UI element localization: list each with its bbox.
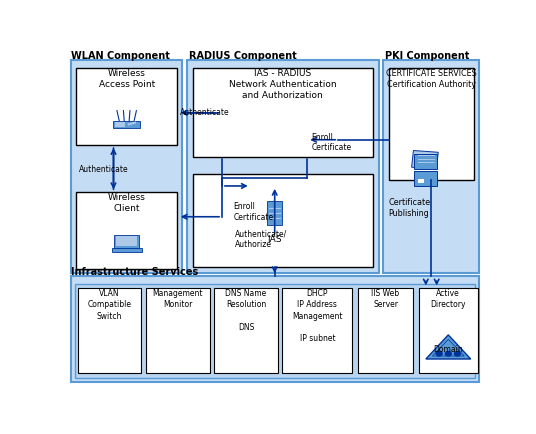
Circle shape [453,351,461,357]
Bar [111,248,142,252]
Bar [419,289,478,373]
Bar [383,61,479,273]
Text: Enroll
Certificate: Enroll Certificate [311,133,351,152]
Text: Wireless
Client: Wireless Client [108,193,146,213]
Text: WLAN Component: WLAN Component [71,51,170,61]
Bar [282,289,352,373]
Text: Enroll
Certificate: Enroll Certificate [234,202,274,221]
Bar [113,122,140,129]
Text: Wireless
Access Point: Wireless Access Point [99,69,155,89]
Bar [418,180,424,184]
Text: Authenticate: Authenticate [180,107,230,116]
Bar [412,151,438,170]
Bar [78,289,142,373]
Text: IIS Web
Server: IIS Web Server [371,289,399,309]
Text: RADIUS Component: RADIUS Component [189,51,296,61]
Text: DHCP
IP Address
Management

IP subnet: DHCP IP Address Management IP subnet [292,289,343,342]
Bar [214,289,278,373]
Bar [414,155,436,170]
Text: Certificate
Publishing: Certificate Publishing [389,198,431,217]
Bar [71,61,182,273]
Polygon shape [426,335,471,359]
Bar [75,284,475,378]
Text: Management
Monitor: Management Monitor [153,289,203,309]
Text: Authenticate/
Authorize: Authenticate/ Authorize [235,229,287,248]
Text: Active
Directory



Domain: Active Directory Domain [430,289,466,353]
Bar [114,235,139,248]
Bar [192,69,373,158]
Bar [76,69,177,146]
Bar [267,202,282,225]
Bar [389,69,474,181]
Bar [414,171,436,186]
Text: Authenticate: Authenticate [79,164,128,173]
Bar [71,276,479,382]
Bar [116,237,137,247]
Bar [358,289,413,373]
Text: IAS: IAS [267,235,282,244]
Circle shape [444,351,452,357]
Text: CERTIFICATE SERVICES
Certification Authority: CERTIFICATE SERVICES Certification Autho… [386,69,477,89]
Circle shape [435,351,443,357]
Text: VLAN
Compatible
Switch: VLAN Compatible Switch [87,289,132,320]
Bar [115,123,125,128]
Text: DNS Name
Resolution

DNS: DNS Name Resolution DNS [226,289,266,331]
Text: PKI Component: PKI Component [385,51,469,61]
Bar [192,175,373,267]
Text: IAS - RADIUS
Network Authentication
and Authorization: IAS - RADIUS Network Authentication and … [229,69,336,100]
Bar [76,193,177,270]
Bar [146,289,210,373]
Bar [187,61,379,273]
Text: Infrastructure Services: Infrastructure Services [71,266,198,276]
